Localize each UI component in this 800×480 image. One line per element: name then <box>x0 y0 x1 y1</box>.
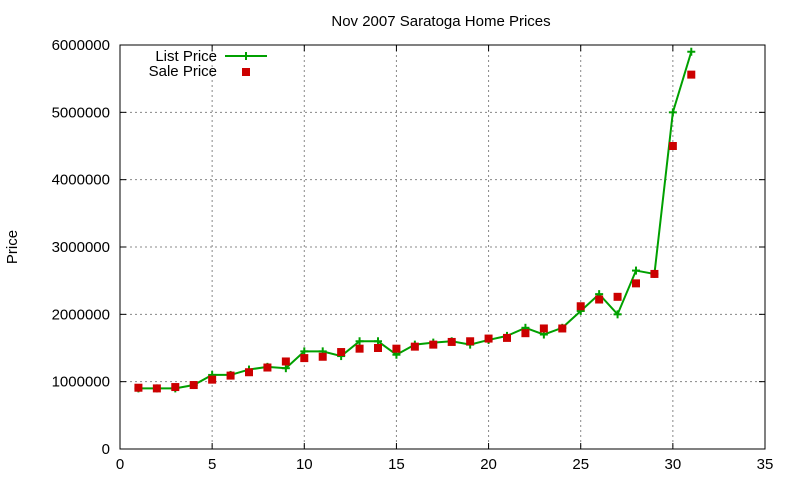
sale-price-point <box>189 381 198 390</box>
sale-price-point <box>263 363 272 372</box>
x-tick-label: 25 <box>572 456 589 473</box>
sale-price-point <box>576 302 585 311</box>
sale-price-point <box>134 383 143 392</box>
sale-price-point <box>447 337 456 346</box>
x-tick-labels: 0 5 10 15 20 25 30 35 <box>116 456 774 473</box>
sale-price-point <box>226 371 235 380</box>
sale-price-point <box>466 337 475 346</box>
series-sale-price <box>134 70 696 393</box>
sale-price-point <box>355 344 364 353</box>
x-tick-label: 30 <box>665 456 682 473</box>
legend-label-list-price: List Price <box>155 48 217 65</box>
sale-price-point <box>208 375 217 384</box>
sale-price-point <box>152 384 161 393</box>
chart-title: Nov 2007 Saratoga Home Prices <box>331 13 550 30</box>
y-axis-label: Price <box>4 230 21 264</box>
sale-price-point <box>595 295 604 304</box>
sale-price-point <box>318 352 327 361</box>
x-tick-label: 10 <box>296 456 313 473</box>
x-tick-label: 15 <box>388 456 405 473</box>
y-tick-label: 2000000 <box>52 306 110 323</box>
x-tick-label: 35 <box>757 456 774 473</box>
sale-price-point <box>337 348 346 357</box>
y-tick-label: 4000000 <box>52 172 110 189</box>
sale-price-point <box>374 344 382 352</box>
list-price-point <box>687 47 696 56</box>
sale-price-point <box>171 383 180 392</box>
y-tick-label: 6000000 <box>52 37 110 54</box>
y-tick-label: 5000000 <box>52 104 110 121</box>
sale-price-point <box>281 357 290 366</box>
legend-marker-list-price <box>242 52 250 60</box>
sale-price-point <box>558 324 567 333</box>
axis-ticks <box>119 44 766 450</box>
y-tick-label: 0 <box>102 441 110 458</box>
legend-label-sale-price: Sale Price <box>149 63 217 80</box>
list-price-point <box>632 266 640 275</box>
x-tick-label: 0 <box>116 456 124 473</box>
y-tick-label: 1000000 <box>52 374 110 391</box>
list-price-point <box>355 337 364 346</box>
list-price-point <box>374 337 382 346</box>
series-list-price <box>134 47 696 393</box>
legend: List Price Sale Price <box>149 48 267 80</box>
list-price-point <box>668 108 677 117</box>
sale-price-point <box>632 279 640 288</box>
sale-price-point <box>245 368 253 377</box>
series-layer <box>134 47 696 393</box>
sale-price-point <box>300 354 309 363</box>
y-tick-label: 3000000 <box>52 239 110 256</box>
x-tick-label: 5 <box>208 456 216 473</box>
sale-price-point <box>668 142 677 150</box>
sale-price-point <box>521 329 530 338</box>
list-price-line <box>138 51 693 390</box>
sale-price-point <box>484 334 493 343</box>
list-price-point <box>613 310 622 319</box>
sale-price-point <box>392 344 401 353</box>
grid-lines <box>120 45 765 449</box>
sale-price-point <box>687 70 696 79</box>
legend-marker-sale-price <box>242 68 250 76</box>
y-tick-labels: 0 1000000 2000000 3000000 4000000 5000000 6000… <box>52 37 110 458</box>
x-tick-label: 20 <box>480 456 497 473</box>
sale-price-point <box>429 340 438 349</box>
sale-price-point <box>539 324 548 333</box>
legend-plus <box>242 52 250 60</box>
sale-price-point <box>650 269 659 278</box>
list-price-point <box>300 347 309 356</box>
sale-price-point <box>410 342 419 351</box>
sale-price-point <box>503 333 511 342</box>
list-price-point <box>281 364 290 373</box>
sale-price-point <box>613 292 622 301</box>
